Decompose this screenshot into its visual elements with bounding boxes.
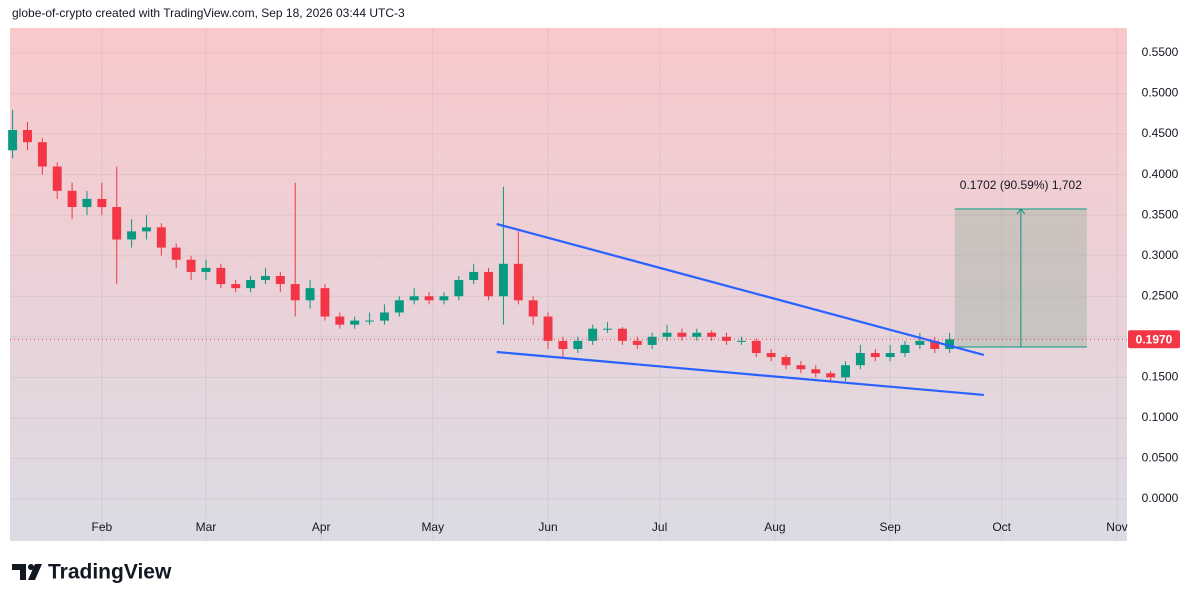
measure-label: 0.1702 (90.59%) 1,702 [960, 178, 1082, 192]
candle-body [82, 198, 92, 208]
candle-body [662, 332, 672, 337]
brand: TradingView [48, 561, 172, 584]
candle-body [513, 263, 523, 301]
candle-body [647, 336, 657, 345]
candle-body [37, 142, 47, 167]
candle-body [171, 247, 181, 260]
y-tick-label: 0.2500 [1142, 288, 1179, 302]
candle-body [365, 320, 375, 322]
x-tick-label: Mar [196, 520, 217, 534]
candle-body [930, 340, 940, 349]
candle-body [216, 267, 226, 285]
y-tick-label: 0.3000 [1142, 248, 1179, 262]
x-tick-label: Aug [764, 520, 785, 534]
candle-body [439, 296, 449, 301]
trendline [496, 350, 984, 397]
candle-body [305, 288, 315, 301]
x-tick-label: Feb [92, 520, 113, 534]
candle-body [707, 332, 717, 337]
candle-body [320, 288, 330, 317]
y-tick-label: 0.4000 [1142, 167, 1179, 181]
candle-body [811, 369, 821, 374]
last-price-tag [1128, 330, 1180, 349]
candle-body [454, 280, 464, 297]
y-tick-label: 0.5000 [1142, 86, 1179, 100]
candle-body [603, 328, 613, 330]
candle-body [736, 340, 746, 342]
candle-body [156, 227, 166, 248]
candle-body [751, 340, 761, 354]
candle-body [484, 271, 494, 297]
candle-body [409, 296, 419, 301]
candle-body [231, 284, 241, 289]
y-tick-label: 0.4500 [1142, 126, 1179, 140]
candle-body [246, 280, 256, 289]
candle-body [573, 340, 583, 349]
candle-body [945, 339, 955, 349]
candle-body [23, 130, 32, 143]
candle-body [528, 300, 538, 317]
candle-body [855, 353, 865, 366]
candle-body [781, 357, 791, 366]
candle-body [8, 130, 18, 151]
candle-body [498, 263, 508, 297]
candle-body [588, 328, 598, 341]
candle-body [826, 373, 836, 378]
x-tick-label: Apr [312, 520, 331, 534]
x-tick-label: Oct [992, 520, 1011, 534]
last-price-label: 0.1970 [1136, 332, 1173, 346]
candle-body [350, 320, 360, 325]
candle-body [275, 275, 285, 285]
candle-body [394, 300, 404, 313]
x-tick-label: Jul [652, 520, 667, 534]
candle-body [915, 340, 925, 345]
candle-body [97, 198, 107, 208]
y-tick-label: 0.0500 [1142, 451, 1179, 465]
candle-body [766, 353, 776, 358]
x-tick-label: Jun [538, 520, 557, 534]
attribution: globe-of-crypto created with TradingView… [12, 6, 405, 20]
candle-body [617, 328, 627, 341]
plot-background [10, 28, 1127, 541]
candle-body [67, 190, 77, 208]
measure-arrowhead [1016, 208, 1026, 215]
candle-body [796, 365, 806, 370]
candle-body [692, 332, 702, 337]
candle-body [870, 353, 880, 358]
candle-body [142, 227, 151, 232]
candle-body [290, 284, 300, 301]
y-tick-label: 0.1500 [1142, 370, 1179, 384]
candle-body [379, 312, 389, 321]
x-tick-label: Nov [1106, 520, 1127, 534]
trendline [496, 222, 985, 357]
candle-body [260, 275, 270, 281]
candle-body [335, 316, 345, 325]
candle-body [127, 231, 137, 240]
candle-body [186, 259, 196, 272]
candle-body [424, 296, 434, 301]
y-tick-label: 0.3500 [1142, 207, 1179, 221]
candle-body [543, 316, 553, 341]
candle-body [677, 332, 687, 337]
candle-body [52, 166, 62, 191]
x-tick-label: May [421, 520, 444, 534]
candle-body [900, 344, 910, 354]
candle-body [558, 340, 568, 349]
candle-body [112, 207, 122, 240]
candle-body [841, 365, 850, 378]
y-tick-label: 0.0000 [1142, 491, 1179, 505]
candle-body [469, 271, 479, 281]
candle-body [885, 353, 895, 358]
candle-body [632, 340, 642, 345]
y-tick-label: 0.5500 [1142, 45, 1179, 59]
x-tick-label: Sep [879, 520, 901, 534]
y-tick-label: 0.1000 [1142, 410, 1179, 424]
brand-logo [12, 564, 42, 580]
candle-body [201, 267, 211, 272]
